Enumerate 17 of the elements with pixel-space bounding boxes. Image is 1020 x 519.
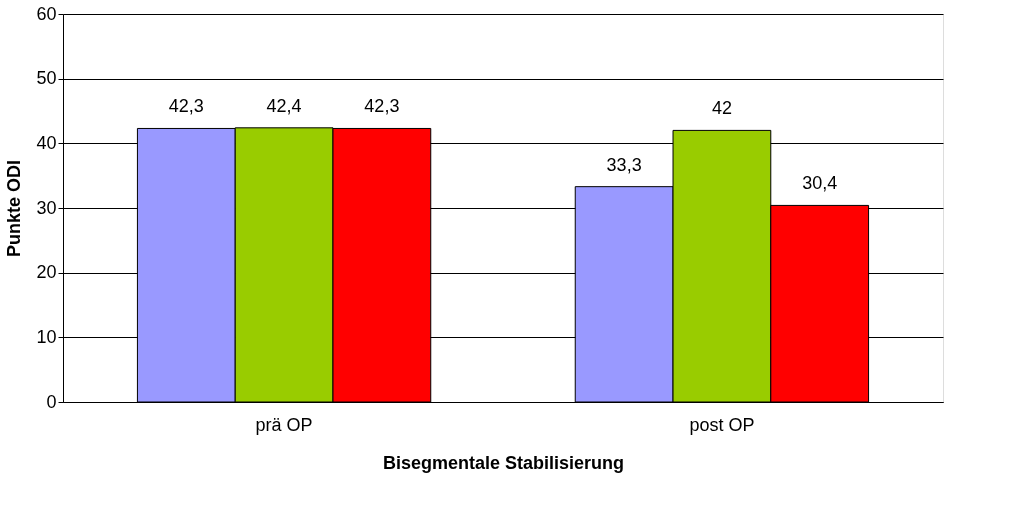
y-tick-label: 40: [36, 132, 57, 153]
y-tick-label: 10: [36, 326, 57, 347]
data-label: 42,3: [364, 96, 400, 117]
y-tick-label: 50: [36, 68, 57, 89]
y-tick-label: 20: [36, 262, 57, 283]
x-tick-label: prä OP: [255, 414, 313, 435]
data-label: 30,4: [802, 173, 838, 194]
y-axis-title: Punkte ODI: [4, 159, 25, 258]
data-label: 42,3: [168, 96, 204, 117]
y-tick-label: 0: [46, 391, 57, 412]
x-tick-label: post OP: [689, 414, 755, 435]
data-label: 42: [711, 98, 732, 119]
data-label: 42,4: [266, 95, 302, 116]
data-label: 33,3: [606, 154, 642, 175]
y-tick-label: 30: [36, 197, 57, 218]
y-tick-label: 60: [36, 3, 57, 24]
x-axis-title: Bisegmentale Stabilisierung: [382, 452, 625, 473]
